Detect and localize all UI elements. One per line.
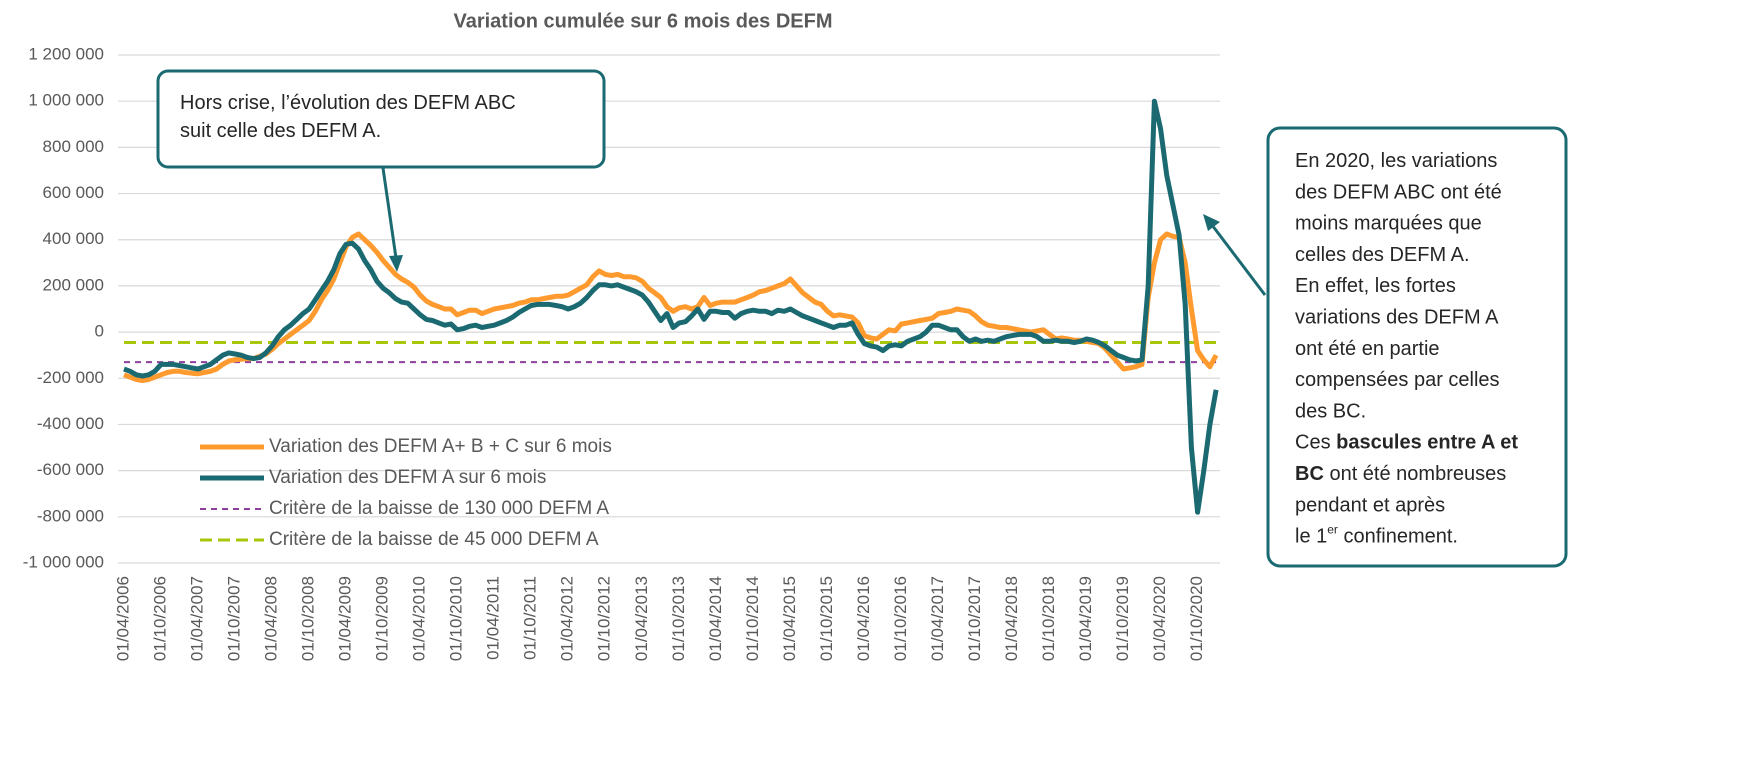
x-tick-label: 01/10/2010 [447, 576, 466, 661]
annotation-run: des BC. [1295, 401, 1366, 423]
annotations [156, 69, 1568, 568]
x-tick-label: 01/04/2012 [558, 576, 577, 661]
y-tick-label: -800 000 [37, 506, 104, 525]
y-tick-label: 800 000 [43, 137, 104, 156]
annotation-text: variations des DEFM A [1295, 307, 1499, 329]
annotation-text: moins marquées que [1295, 213, 1482, 235]
x-tick-label: 01/10/2017 [965, 576, 984, 661]
annotation-run: des DEFM ABC ont été [1295, 182, 1502, 204]
x-tick-label: 01/10/2020 [1187, 576, 1206, 661]
annotation-run: En effet, les fortes [1295, 275, 1456, 297]
x-tick-label: 01/04/2015 [780, 576, 799, 661]
x-tick-label: 01/04/2014 [706, 576, 725, 661]
x-tick-label: 01/04/2018 [1002, 576, 1021, 661]
x-tick-label: 01/04/2007 [188, 576, 207, 661]
annotation-run: moins marquées que [1295, 213, 1482, 235]
x-tick-label: 01/10/2008 [299, 576, 318, 661]
annotation-run: compensées par celles [1295, 369, 1500, 391]
annotation-run: Ces [1295, 432, 1336, 454]
annotation-run: bascules entre A et [1336, 432, 1518, 454]
x-tick-label: 01/10/2018 [1039, 576, 1058, 661]
callout-box [156, 69, 606, 169]
arrow-head [389, 255, 403, 272]
annotation-text: des BC. [1295, 401, 1366, 423]
x-tick-label: 01/04/2016 [854, 576, 873, 661]
annotation-text: celles des DEFM A. [1295, 244, 1470, 266]
annotation-run: pendant et après [1295, 495, 1445, 517]
plot [123, 98, 1219, 515]
x-tick-label: 01/10/2011 [521, 576, 540, 660]
x-tick-label: 01/04/2009 [336, 576, 355, 661]
x-tick-label: 01/10/2014 [743, 576, 762, 661]
annotation-run: confinement. [1338, 526, 1458, 548]
x-tick-label: 01/04/2020 [1150, 576, 1169, 661]
annotation-run: variations des DEFM A [1295, 307, 1499, 329]
x-tick-label: 01/10/2013 [669, 576, 688, 661]
series-line [123, 98, 1219, 515]
y-tick-label: -200 000 [37, 368, 104, 387]
annotation-text: pendant et après [1295, 495, 1445, 517]
annotation-run: BC [1295, 463, 1324, 485]
x-tick-label: 01/04/2013 [632, 576, 651, 661]
annotation-text: suit celle des DEFM A. [180, 120, 381, 142]
y-tick-label: 400 000 [43, 229, 104, 248]
x-tick-label: 01/04/2011 [484, 576, 503, 660]
annotation-text: BC ont été nombreuses [1295, 463, 1506, 485]
annotation-text: compensées par celles [1295, 369, 1500, 391]
annotation-run: Hors crise, l’évolution des DEFM ABC [180, 92, 516, 114]
callout-arrow [1210, 224, 1267, 296]
x-tick-label: 01/04/2006 [113, 576, 132, 661]
legend-label: Critère de la baisse de 130 000 DEFM A [269, 498, 609, 519]
annotation-run: En 2020, les variations [1295, 150, 1497, 172]
y-tick-label: 1 000 000 [28, 91, 104, 110]
x-tick-label: 01/04/2010 [410, 576, 429, 661]
annotation-text: En effet, les fortes [1295, 275, 1456, 297]
x-tick-label: 01/10/2015 [817, 576, 836, 661]
annotation-text: le 1er confinement. [1295, 523, 1458, 548]
series-line [123, 231, 1219, 384]
x-tick-label: 01/10/2016 [891, 576, 910, 661]
y-tick-label: -1 000 000 [23, 552, 104, 571]
x-tick-label: 01/10/2012 [595, 576, 614, 661]
annotation-run: suit celle des DEFM A. [180, 120, 381, 142]
annotation-run: ont été en partie [1295, 338, 1440, 360]
arrow-head [1203, 214, 1220, 231]
annotation-text: En 2020, les variations [1295, 150, 1497, 172]
x-tick-label: 01/10/2007 [225, 576, 244, 661]
y-tick-label: -600 000 [37, 460, 104, 479]
callout-arrow [381, 167, 398, 259]
y-tick-label: 200 000 [43, 275, 104, 294]
y-tick-label: 0 [95, 322, 104, 341]
y-tick-label: -400 000 [37, 414, 104, 433]
y-tick-label: 600 000 [43, 183, 104, 202]
callout-box [1266, 126, 1568, 568]
annotation-run: ont été nombreuses [1324, 463, 1506, 485]
x-tick-label: 01/10/2019 [1113, 576, 1132, 661]
x-tick-label: 01/10/2006 [151, 576, 170, 661]
chart-title: Variation cumulée sur 6 mois des DEFM [453, 10, 832, 32]
annotation-run: le 1 [1295, 526, 1327, 548]
y-tick-label: 1 200 000 [28, 44, 104, 63]
x-tick-label: 01/10/2009 [373, 576, 392, 661]
annotation-text: Ces bascules entre A et [1295, 432, 1518, 454]
legend-label: Critère de la baisse de 45 000 DEFM A [269, 529, 599, 550]
x-tick-label: 01/04/2019 [1076, 576, 1095, 661]
annotation-run: celles des DEFM A. [1295, 244, 1470, 266]
legend-label: Variation des DEFM A sur 6 mois [269, 467, 546, 488]
legend-label: Variation des DEFM A+ B + C sur 6 mois [269, 436, 612, 457]
annotation-run: er [1327, 523, 1338, 537]
annotation-text: des DEFM ABC ont été [1295, 182, 1502, 204]
annotation-text: ont été en partie [1295, 338, 1440, 360]
x-tick-label: 01/04/2008 [262, 576, 281, 661]
annotation-text: Hors crise, l’évolution des DEFM ABC [180, 92, 516, 114]
x-tick-label: 01/04/2017 [928, 576, 947, 661]
